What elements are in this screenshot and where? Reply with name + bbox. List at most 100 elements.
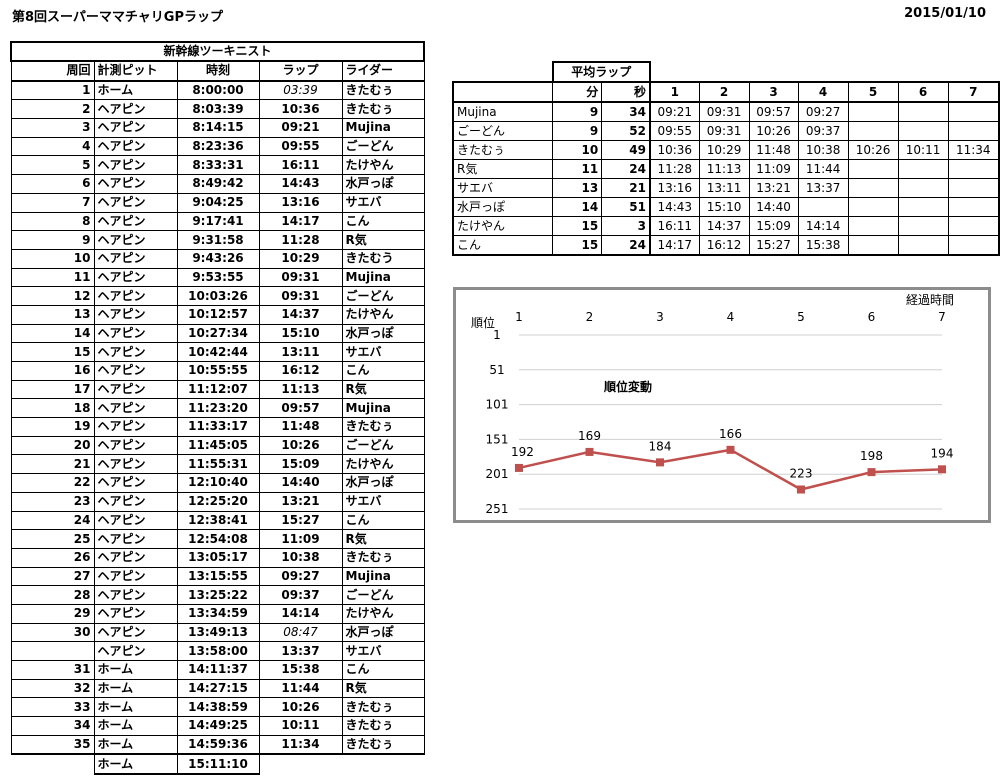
lap-row: 14 ヘアピン 10:27:34 15:10 水戸っぽ <box>10 324 425 344</box>
rider-lap-time: 10:26 <box>848 140 899 160</box>
lap-row: 7 ヘアピン 9:04:25 13:16 サエバ <box>10 193 425 213</box>
lap-number: 6 <box>10 174 95 194</box>
pit-location: ヘアピン <box>93 174 178 194</box>
lap-number: 23 <box>10 492 95 512</box>
rider-name: こん <box>341 361 425 381</box>
lap-number: 7 <box>10 193 95 213</box>
rider-name: 水戸っぽ <box>341 623 425 643</box>
avg-minutes: 9 <box>552 121 603 141</box>
rider-lap-time: 10:38 <box>798 140 849 160</box>
rider-lap-time: 10:29 <box>699 140 750 160</box>
minutes-header: 分 <box>552 81 603 103</box>
lap-header-7: 7 <box>948 81 1000 103</box>
rider-name: サエバ <box>452 178 554 198</box>
lap-row: 8 ヘアピン 9:17:41 14:17 こん <box>10 212 425 232</box>
rider-name: たけやん <box>341 305 425 325</box>
lap-number: 17 <box>10 380 95 400</box>
rider-name: ごーどん <box>452 121 554 141</box>
clock-time: 11:12:07 <box>176 380 260 400</box>
rider-name: きたむう <box>341 249 425 269</box>
rider-lap-time: 09:37 <box>798 121 849 141</box>
rider-lap-time: 14:17 <box>649 235 700 256</box>
lap-number: 31 <box>10 660 95 680</box>
pit-location: ヘアピン <box>93 305 178 325</box>
lap-row: ホーム 15:11:10 <box>11 754 424 776</box>
lap-time: 09:37 <box>258 585 343 605</box>
rider-lap-time: 11:28 <box>649 159 700 179</box>
lap-time: 03:39 <box>258 80 343 101</box>
lap-time <box>259 754 342 774</box>
rider-name: ごーどん <box>341 286 425 306</box>
lap-row: 19 ヘアピン 11:33:17 11:48 きたむぅ <box>10 417 425 437</box>
lap-time: 14:17 <box>258 212 343 232</box>
lap-row: 34 ホーム 14:49:25 10:11 きたむぅ <box>10 716 425 736</box>
lap-time: 09:31 <box>258 286 343 306</box>
pit-location: ヘアピン <box>93 398 178 419</box>
lap-number: 29 <box>10 604 95 624</box>
rider-name: ごーどん <box>341 585 425 605</box>
lap-row: 25 ヘアピン 12:54:08 11:09 R気 <box>10 529 425 549</box>
lap-row: 16 ヘアピン 10:55:55 16:12 こん <box>10 361 425 381</box>
rider-name: サエバ <box>341 193 425 213</box>
lap-number: 27 <box>10 567 95 587</box>
lap-row: 29 ヘアピン 13:34:59 14:14 たけやん <box>10 604 425 624</box>
clock-time: 14:11:37 <box>176 660 260 680</box>
average-row: たけやん 15 3 16:11 14:37 15:09 14:14 <box>452 216 1000 236</box>
avg-minutes: 14 <box>552 197 603 217</box>
rider-lap-time: 09:31 <box>699 121 750 141</box>
rider-lap-time: 14:14 <box>798 216 849 236</box>
clock-time: 13:15:55 <box>176 567 260 587</box>
lap-row: ヘアピン 13:58:00 13:37 サエバ <box>10 641 425 661</box>
rider-lap-time: 16:11 <box>649 216 700 236</box>
rider-lap-time: 09:27 <box>798 102 849 122</box>
pit-location: ヘアピン <box>93 473 178 493</box>
rider-name: こん <box>341 212 425 232</box>
rider-name: たけやん <box>452 216 554 236</box>
rider-name: Mujina <box>341 118 425 138</box>
lap-time: 09:57 <box>258 398 343 419</box>
pit-location: ヘアピン <box>93 567 178 587</box>
clock-time: 15:11:10 <box>176 754 260 776</box>
rider-lap-time: 14:40 <box>749 197 799 217</box>
rider-lap-time: 09:55 <box>649 121 700 141</box>
clock-time: 9:17:41 <box>176 212 260 232</box>
lap-table: 新幹線ツーキニスト 周回 計測ピット 時刻 ラップ ライダー 1 ホーム 8:00:… <box>10 41 425 776</box>
rider-lap-time: 11:09 <box>749 159 799 179</box>
lap-row: 20 ヘアピン 11:45:05 10:26 ごーどん <box>10 436 425 456</box>
avg-minutes: 15 <box>552 235 603 256</box>
clock-time: 10:03:26 <box>176 286 260 306</box>
rider-lap-time <box>898 216 949 236</box>
clock-time: 13:49:13 <box>176 623 260 643</box>
lap-number: 5 <box>10 155 95 176</box>
x-tick-label: 1 <box>515 310 523 324</box>
average-row: きたむぅ 10 49 10:36 10:29 11:48 10:38 10:26 10:11 11… <box>452 140 1000 160</box>
clock-time: 12:38:41 <box>176 511 260 531</box>
rider-lap-time <box>948 102 1000 122</box>
x-tick-label: 6 <box>868 310 876 324</box>
lap-time: 14:40 <box>258 473 343 493</box>
lap-number: 35 <box>10 735 95 756</box>
lap-row: 26 ヘアピン 13:05:17 10:38 きたむぅ <box>10 548 425 568</box>
lap-row: 24 ヘアピン 12:38:41 15:27 こん <box>10 511 425 531</box>
lap-row: 1 ホーム 8:00:00 03:39 きたむぅ <box>10 80 425 101</box>
rider-lap-time: 14:37 <box>699 216 750 236</box>
lap-number <box>11 754 94 774</box>
lap-number: 25 <box>10 529 95 549</box>
lap-row: 31 ホーム 14:11:37 15:38 こん <box>10 660 425 680</box>
lap-time: 11:13 <box>258 380 343 400</box>
rider-lap-time <box>848 159 899 179</box>
col-laptime: ラップ <box>258 61 343 82</box>
x-tick-label: 3 <box>656 310 664 324</box>
lap-row: 23 ヘアピン 12:25:20 13:21 サエバ <box>10 492 425 512</box>
lap-row: 12 ヘアピン 10:03:26 09:31 ごーどん <box>10 286 425 306</box>
rank-point <box>797 485 805 494</box>
chart-title: 順位変動 <box>603 379 652 394</box>
rider-lap-time <box>898 121 949 141</box>
pit-location: ホーム <box>93 754 178 776</box>
col-lap: 周回 <box>10 61 95 82</box>
lap-number: 33 <box>10 697 95 718</box>
lap-time: 09:21 <box>258 118 343 138</box>
average-row: サエバ 13 21 13:16 13:11 13:21 13:37 <box>452 178 1000 198</box>
lap-row: 27 ヘアピン 13:15:55 09:27 Mujina <box>10 567 425 587</box>
clock-time: 9:53:55 <box>176 268 260 288</box>
